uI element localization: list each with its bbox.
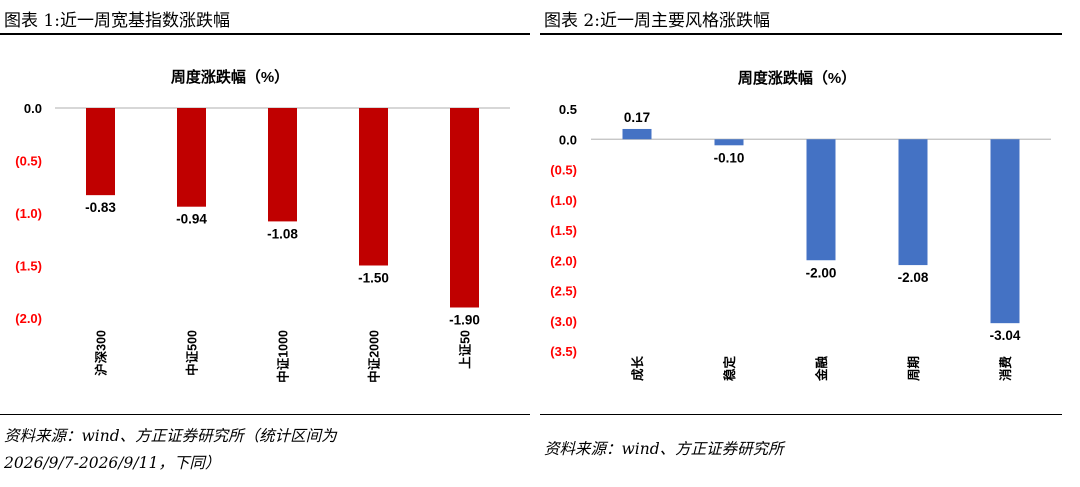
bar-4: [898, 139, 928, 266]
y-tick-label: (2.5): [550, 284, 577, 299]
category-label: 周期: [906, 356, 921, 381]
right-title-rule: [540, 33, 1062, 35]
left-title-rule: [0, 33, 530, 35]
category-label: 稳定: [722, 356, 737, 382]
bar-2: [177, 108, 206, 207]
y-tick-label: (1.0): [15, 206, 42, 221]
value-label: -0.83: [85, 200, 116, 215]
left-bar-chart: 周度涨跌幅（%） 0.0 (0.5) (1.0) (1.5) (2.0) -0.83 沪深30…: [15, 68, 510, 383]
category-label: 中证2000: [367, 330, 382, 383]
right-source-note: 资料来源：wind、方正证券研究所: [544, 436, 784, 463]
category-label: 上证50: [458, 330, 473, 369]
category-label: 成长: [630, 356, 645, 382]
value-label: 0.17: [624, 110, 650, 125]
chart-title: 周度涨跌幅（%）: [171, 68, 289, 86]
left-source-note: 资料来源：wind、方正证券研究所（统计区间为 2026/9/7-2026/9/…: [4, 423, 337, 477]
value-label: -0.94: [176, 212, 207, 227]
y-tick-label: 0.0: [559, 132, 577, 147]
bar-1: [622, 128, 652, 140]
left-source-line-2: 2026/9/7-2026/9/11，下同）: [4, 454, 221, 472]
value-label: -0.10: [714, 150, 745, 165]
bar-5: [450, 108, 479, 308]
left-source-rule: [0, 414, 530, 415]
bar-5: [990, 139, 1020, 324]
bar-1: [86, 108, 115, 196]
right-figure-panel: 图表 2:近一周主要风格涨跌幅 周度涨跌幅（%） 0.5 0.0 (0.5) (1.0)…: [540, 0, 1062, 487]
value-label: -2.00: [806, 265, 837, 280]
y-tick-label: (3.5): [550, 344, 577, 359]
right-source-rule: [540, 414, 1062, 415]
category-label: 中证1000: [276, 330, 291, 383]
bar-2: [714, 139, 744, 146]
left-figure-panel: 图表 1:近一周宽基指数涨跌幅 周度涨跌幅（%） 0.0 (0.5) (1.0) (1.…: [0, 0, 530, 487]
category-label: 金融: [814, 356, 829, 383]
value-label: -1.50: [358, 271, 389, 286]
bar-3: [806, 139, 836, 261]
y-tick-label: (2.0): [550, 253, 577, 268]
chart-title: 周度涨跌幅（%）: [738, 69, 856, 87]
category-label: 消费: [998, 356, 1013, 382]
value-label: -3.04: [990, 328, 1021, 343]
left-figure-title: 图表 1:近一周宽基指数涨跌幅: [4, 11, 230, 31]
y-tick-label: (0.5): [550, 163, 577, 178]
right-figure-title: 图表 2:近一周主要风格涨跌幅: [544, 11, 770, 31]
right-source-line-1: 资料来源：wind、方正证券研究所: [544, 440, 784, 458]
y-tick-label: (1.5): [15, 259, 42, 274]
y-tick-label: (1.0): [550, 193, 577, 208]
y-tick-label: (1.5): [550, 223, 577, 238]
bar-3: [268, 108, 297, 222]
bar-4: [359, 108, 388, 266]
left-source-line-1: 资料来源：wind、方正证券研究所（统计区间为: [4, 427, 337, 445]
y-tick-label: (0.5): [15, 154, 42, 169]
value-label: -1.08: [267, 226, 298, 241]
y-tick-label: 0.5: [559, 102, 577, 117]
y-tick-label: (3.0): [550, 314, 577, 329]
category-label: 中证500: [185, 330, 200, 376]
value-label: -2.08: [898, 270, 929, 285]
value-label: -1.90: [449, 313, 480, 328]
y-tick-label: (2.0): [15, 311, 42, 326]
category-label: 沪深300: [94, 330, 109, 376]
y-tick-label: 0.0: [24, 101, 42, 116]
right-bar-chart: 周度涨跌幅（%） 0.5 0.0 (0.5) (1.0) (1.5) (2.0) (2.5) (…: [550, 69, 1051, 383]
